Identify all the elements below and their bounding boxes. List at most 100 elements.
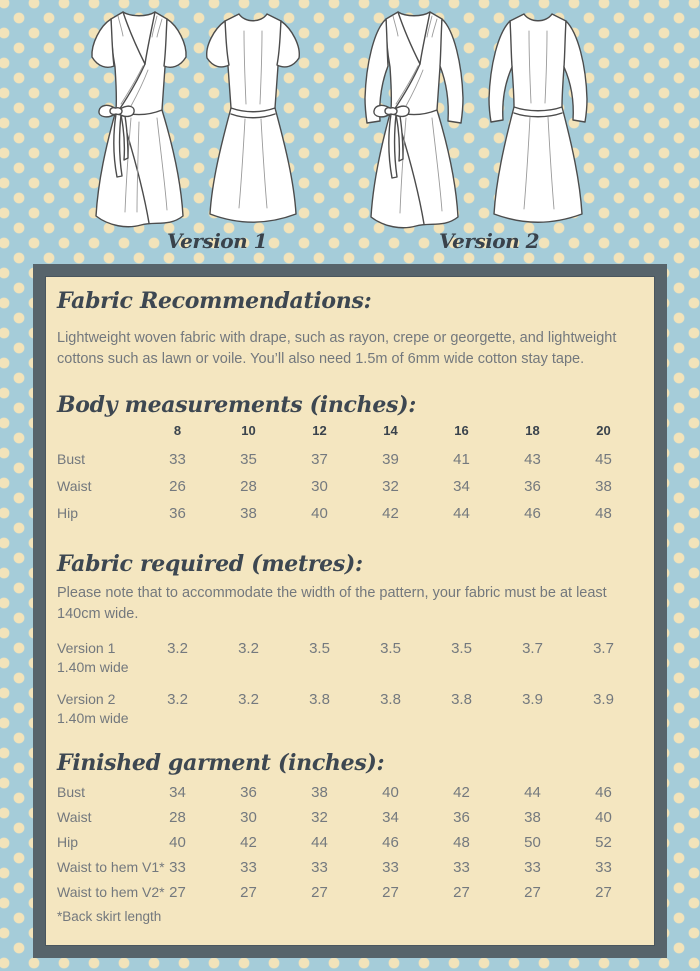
table-row: Version 2 1.40m wide 3.2 3.2 3.8 3.8 3.8… [57,690,643,728]
value-cell: 3.5 [451,640,472,657]
finished-garment-table: Bust 34 36 38 40 42 44 46 Waist 28 30 32… [57,780,643,905]
size-header: 18 [525,423,540,438]
fabric-required-note: Please note that to accommodate the widt… [57,585,607,622]
value-cell: 3.9 [522,691,543,708]
value-cell: 3.2 [238,691,259,708]
value-cell: 43 [524,451,541,468]
width-sublabel: 1.40m wide [57,710,129,726]
value-cell: 37 [311,451,328,468]
value-cell: 44 [524,784,541,801]
value-cell: 3.7 [522,640,543,657]
value-cell: 33 [240,859,257,876]
version-label: Version 1 [57,640,116,656]
fabric-required-heading: Fabric required (metres): [57,551,363,577]
dress-illustrations: Version 1 Version 2 [0,0,700,264]
value-cell: 33 [382,859,399,876]
dress-v2-front-illustration [364,11,464,229]
value-cell: 46 [382,834,399,851]
value-cell: 40 [595,809,612,826]
back-skirt-footnote: *Back skirt length [57,909,162,924]
size-header: 12 [312,423,327,438]
value-cell: 45 [595,451,612,468]
value-cell: 34 [169,784,186,801]
fabric-recommendations-text: Lightweight woven fabric with drape, suc… [57,330,617,367]
table-row: Waist 28 30 32 34 36 38 40 [57,805,643,830]
row-label: Version 2 1.40m wide [57,690,142,728]
value-cell: 48 [595,505,612,522]
value-cell: 46 [595,784,612,801]
value-cell: 44 [453,505,470,522]
value-cell: 27 [453,884,470,901]
value-cell: 28 [169,809,186,826]
info-panel: Fabric Recommendations: Lightweight wove… [33,264,667,958]
value-cell: 40 [382,784,399,801]
body-measurements-heading: Body measurements (inches): [57,392,417,418]
version-label: Version 2 [57,691,116,707]
value-cell: 46 [524,505,541,522]
dress-v1-front-illustration [91,11,187,228]
row-label: Version 1 1.40m wide [57,639,142,677]
value-cell: 3.8 [309,691,330,708]
body-measurements-table: 8 10 12 14 16 18 20 Bust 33 35 37 39 41 … [57,422,643,527]
size-header: 8 [173,423,182,438]
width-sublabel: 1.40m wide [57,659,129,675]
value-cell: 41 [453,451,470,468]
value-cell: 3.9 [593,691,614,708]
value-cell: 33 [524,859,541,876]
version1-label: Version 1 [167,229,268,253]
row-label: Waist to hem V1* [57,859,165,875]
finished-garment-heading: Finished garment (inches): [57,750,385,776]
table-row: Hip 40 42 44 46 48 50 52 [57,830,643,855]
dress-v1-back-illustration [206,13,300,223]
value-cell: 33 [169,859,186,876]
table-row: Bust 34 36 38 40 42 44 46 [57,780,643,805]
value-cell: 39 [382,451,399,468]
value-cell: 40 [169,834,186,851]
value-cell: 33 [453,859,470,876]
value-cell: 36 [240,784,257,801]
value-cell: 33 [169,451,186,468]
value-cell: 27 [595,884,612,901]
value-cell: 27 [311,884,328,901]
value-cell: 27 [240,884,257,901]
fabric-recommendations-heading: Fabric Recommendations: [57,288,372,314]
value-cell: 26 [169,478,186,495]
table-row: Waist to hem V2* 27 27 27 27 27 27 27 [57,880,643,905]
value-cell: 36 [453,809,470,826]
size-header: 10 [241,423,256,438]
value-cell: 38 [240,505,257,522]
size-header: 14 [383,423,398,438]
table-row: Bust 33 35 37 39 41 43 45 [57,446,643,473]
value-cell: 32 [311,809,328,826]
row-label: Waist to hem V2* [57,884,165,900]
value-cell: 40 [311,505,328,522]
value-cell: 32 [382,478,399,495]
value-cell: 44 [311,834,328,851]
row-label: Bust [57,451,86,467]
value-cell: 3.8 [380,691,401,708]
version2-label: Version 2 [439,229,540,253]
row-label: Waist [57,809,92,825]
fabric-required-table: Version 1 1.40m wide 3.2 3.2 3.5 3.5 3.5… [57,639,643,728]
value-cell: 42 [382,505,399,522]
row-label [57,422,142,440]
value-cell: 33 [595,859,612,876]
value-cell: 3.5 [309,640,330,657]
table-row: Version 1 1.40m wide 3.2 3.2 3.5 3.5 3.5… [57,639,643,677]
size-header-row: 8 10 12 14 16 18 20 [57,422,643,440]
value-cell: 34 [382,809,399,826]
value-cell: 3.5 [380,640,401,657]
value-cell: 3.8 [451,691,472,708]
row-label: Bust [57,784,86,800]
value-cell: 38 [524,809,541,826]
value-cell: 27 [169,884,186,901]
value-cell: 36 [169,505,186,522]
row-label: Hip [57,834,79,850]
value-cell: 30 [240,809,257,826]
value-cell: 27 [524,884,541,901]
value-cell: 3.7 [593,640,614,657]
row-label: Waist [57,478,92,494]
table-row: Hip 36 38 40 42 44 46 48 [57,500,643,527]
value-cell: 38 [311,784,328,801]
value-cell: 3.2 [167,640,188,657]
